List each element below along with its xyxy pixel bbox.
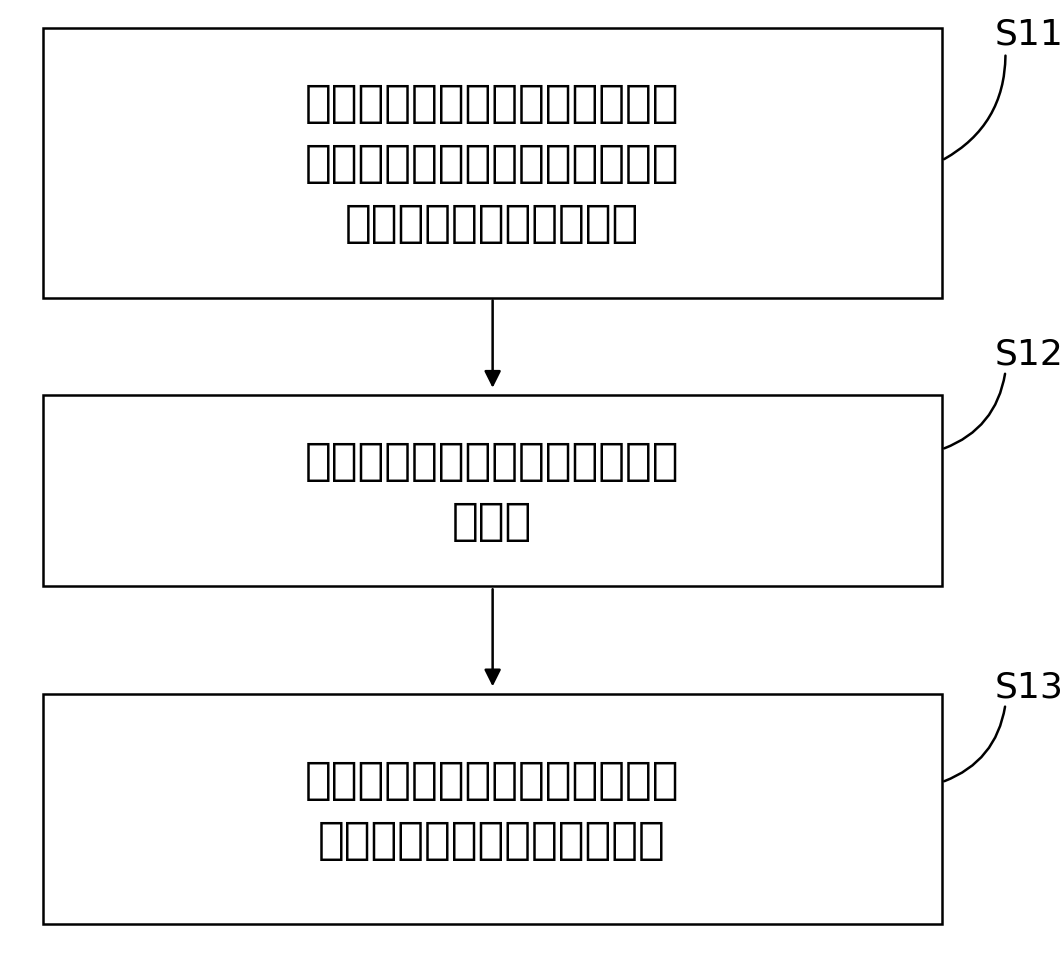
- Bar: [43, 29, 942, 298]
- Text: S130: S130: [995, 670, 1064, 703]
- Text: 获取用户的体温状态信息，所述
体温状态信息包括人体温度状态
参数或人体汗液状态参数: 获取用户的体温状态信息，所述 体温状态信息包括人体温度状态 参数或人体汗液状态参…: [305, 82, 679, 245]
- Text: 根据温度调节信息，控制空气调
节器调节用户周围环境的温度: 根据温度调节信息，控制空气调 节器调节用户周围环境的温度: [305, 758, 679, 861]
- Text: S110: S110: [995, 18, 1064, 51]
- Bar: [43, 396, 942, 587]
- Text: 根据体温状态信息，获取温度调
节信息: 根据体温状态信息，获取温度调 节信息: [305, 440, 679, 543]
- Bar: [43, 694, 942, 924]
- Text: S120: S120: [995, 337, 1064, 371]
